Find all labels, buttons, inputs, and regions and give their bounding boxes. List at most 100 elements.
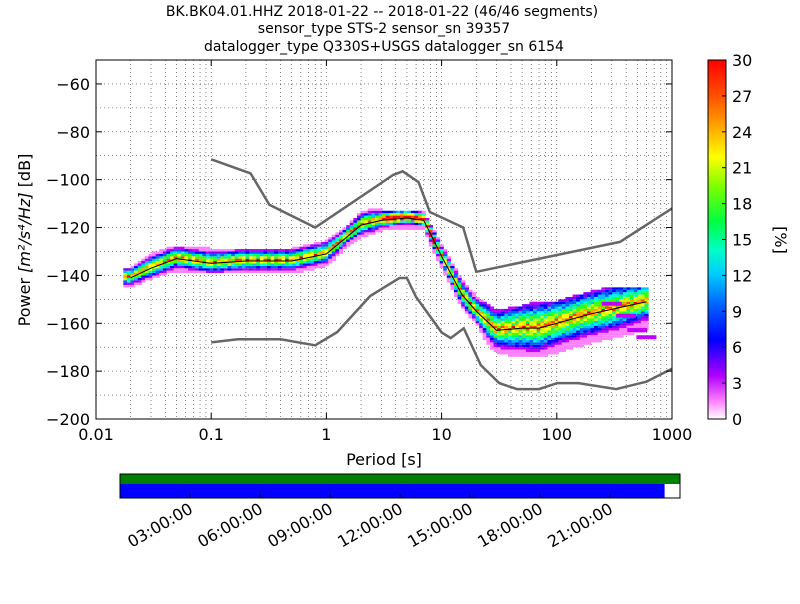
heatmap-cell: [525, 340, 531, 343]
heatmap-cell: [590, 289, 595, 293]
heatmap-cell: [583, 320, 588, 324]
plot-frame: [95, 59, 673, 420]
heatmap-cell: [392, 210, 398, 214]
heatmap-cell: [579, 328, 584, 331]
heatmap-cell: [453, 275, 459, 278]
heatmap-cell: [619, 320, 624, 324]
heatmap-cell: [270, 263, 275, 266]
heatmap-cell: [551, 306, 556, 309]
heatmap-cell: [213, 270, 218, 274]
heatmap-cell: [489, 311, 495, 314]
heatmap-cell: [565, 340, 570, 343]
heatmap-cell: [216, 253, 221, 257]
heatmap-cell: [418, 210, 423, 214]
heatmap-cell: [335, 239, 340, 242]
heatmap-cell: [152, 270, 157, 274]
heatmap-cell: [612, 292, 617, 295]
heatmap-cell: [446, 263, 451, 266]
heatmap-cell: [615, 308, 620, 312]
heatmap-cell: [177, 261, 182, 264]
heatmap-cell: [141, 275, 146, 278]
heatmap-cell: [328, 256, 333, 259]
heatmap-cell: [130, 273, 135, 276]
heatmap-cell: [615, 292, 620, 295]
heatmap-cell: [511, 320, 516, 324]
heatmap-cell: [162, 263, 168, 266]
heatmap-cell: [622, 289, 628, 293]
heatmap-cell: [518, 316, 523, 319]
heatmap-cell: [173, 263, 178, 266]
heatmap-cell: [518, 308, 523, 312]
heatmap-cell: [338, 244, 344, 247]
heatmap-cell: [241, 263, 247, 266]
heatmap-cell: [468, 289, 473, 293]
heatmap-cell: [252, 258, 257, 262]
heatmap-cell: [547, 306, 552, 309]
heatmap-cell: [439, 258, 444, 262]
heatmap-cell: [342, 241, 347, 245]
heatmap-cell: [267, 263, 272, 266]
heatmap-cell: [644, 306, 649, 309]
heatmap-cell: [644, 304, 649, 307]
heatmap-cell: [533, 320, 538, 324]
heatmap-cell: [295, 263, 301, 266]
heatmap-cell: [540, 351, 545, 355]
heatmap-cell: [188, 256, 193, 259]
heatmap-cell: [612, 313, 617, 317]
heatmap-cell: [367, 220, 372, 223]
heatmap-cell: [518, 325, 523, 329]
heatmap-cell: [231, 258, 236, 262]
heatmap-cell: [572, 318, 577, 321]
heatmap-cell: [511, 347, 516, 350]
heatmap-cell: [180, 265, 186, 269]
heatmap-cell: [576, 301, 581, 305]
heatmap-cell: [579, 320, 584, 324]
heatmap-cell: [288, 256, 293, 259]
heatmap-cell: [529, 313, 534, 317]
heatmap-cell: [134, 265, 139, 269]
heatmap-cell: [306, 251, 311, 254]
heatmap-cell: [184, 253, 189, 257]
colorbar-tick-label: 21: [732, 159, 752, 178]
heatmap-cell: [144, 268, 150, 271]
heatmap-cell: [428, 239, 434, 242]
heatmap-cell: [536, 308, 541, 312]
heatmap-cell: [518, 306, 523, 309]
heatmap-cell: [428, 227, 434, 230]
heatmap-cell: [256, 270, 261, 274]
heatmap-cell: [295, 249, 301, 252]
heatmap-cell: [126, 273, 132, 276]
heatmap-cell: [436, 246, 441, 250]
heatmap-cell: [583, 296, 588, 300]
heatmap-cell: [475, 313, 480, 317]
heatmap-cell: [414, 222, 419, 226]
heatmap-cell: [414, 215, 419, 218]
heatmap-cell: [360, 227, 365, 230]
heatmap-cell: [543, 325, 549, 329]
heatmap-cell: [500, 351, 505, 355]
heatmap-cell: [313, 241, 319, 245]
heatmap-cell: [601, 292, 606, 295]
heatmap-cell: [374, 213, 380, 216]
heatmap-cell: [464, 287, 469, 290]
heatmap-cell: [536, 337, 541, 341]
heatmap-cell: [511, 313, 516, 317]
heatmap-cell: [360, 232, 365, 235]
heatmap-cell: [446, 258, 451, 262]
heatmap-cell: [576, 304, 581, 307]
heatmap-cell: [356, 229, 362, 233]
heatmap-cell: [561, 323, 567, 326]
heatmap-cell: [349, 234, 354, 238]
heatmap-cell: [594, 340, 599, 343]
heatmap-cell: [601, 318, 606, 321]
heatmap-cell: [482, 313, 487, 317]
heatmap-cell: [612, 323, 617, 326]
heatmap-cell: [400, 220, 405, 223]
heatmap-cell: [489, 337, 495, 341]
heatmap-cell: [317, 261, 322, 264]
heatmap-cell: [223, 270, 229, 274]
heatmap-cell: [436, 239, 441, 242]
coverage-tick-label: 06:00:00: [194, 499, 266, 551]
heatmap-cell: [579, 332, 584, 336]
heatmap-cell: [202, 268, 207, 271]
